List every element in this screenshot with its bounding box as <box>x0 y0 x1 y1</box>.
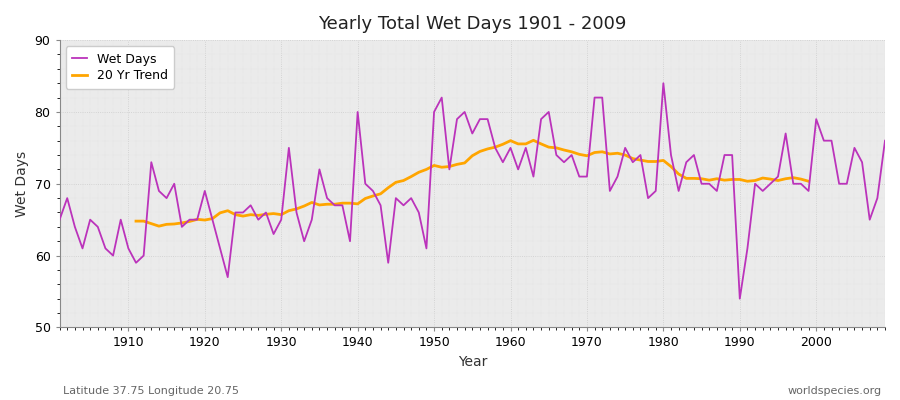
Wet Days <box>505 146 516 150</box>
Wet Days <box>734 296 745 301</box>
Text: Latitude 37.75 Longitude 20.75: Latitude 37.75 Longitude 20.75 <box>63 386 239 396</box>
20 Yr Trend <box>284 208 294 213</box>
Wet Days <box>658 81 669 86</box>
Wet Days <box>329 203 340 208</box>
X-axis label: Year: Year <box>457 355 487 369</box>
Wet Days <box>498 160 508 165</box>
20 Yr Trend <box>505 138 516 143</box>
Wet Days <box>115 217 126 222</box>
20 Yr Trend <box>597 150 608 154</box>
Wet Days <box>597 95 608 100</box>
Y-axis label: Wet Days: Wet Days <box>15 151 29 217</box>
Title: Yearly Total Wet Days 1901 - 2009: Yearly Total Wet Days 1901 - 2009 <box>318 15 626 33</box>
Line: Wet Days: Wet Days <box>59 83 885 299</box>
Wet Days <box>54 217 65 222</box>
Wet Days <box>879 138 890 143</box>
Line: 20 Yr Trend: 20 Yr Trend <box>136 140 808 226</box>
20 Yr Trend <box>498 142 508 147</box>
Wet Days <box>284 146 294 150</box>
Legend: Wet Days, 20 Yr Trend: Wet Days, 20 Yr Trend <box>66 46 175 89</box>
Text: worldspecies.org: worldspecies.org <box>788 386 882 396</box>
20 Yr Trend <box>329 202 340 207</box>
